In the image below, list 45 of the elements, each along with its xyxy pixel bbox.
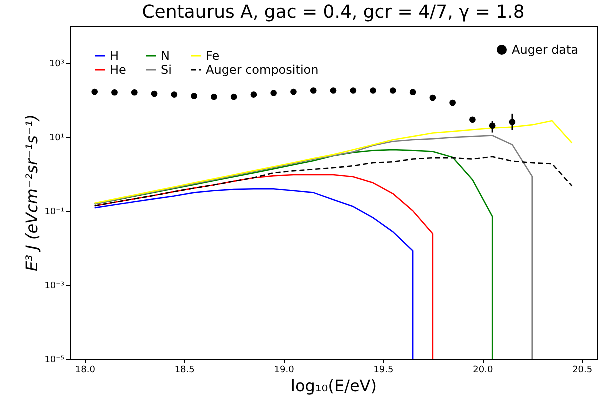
y-tick-label: 10⁻⁵ [44, 356, 65, 366]
x-tick-label: 20.5 [572, 366, 593, 376]
legend-label: Fe [206, 49, 220, 63]
point [430, 94, 436, 102]
y-tick-label: 10⁻³ [44, 282, 65, 292]
legend-label: Si [161, 63, 172, 77]
point [509, 119, 516, 126]
point [390, 88, 396, 94]
point [151, 90, 158, 98]
legend-label: He [110, 63, 126, 77]
point [270, 90, 277, 96]
y-tick-label: 10¹ [49, 134, 65, 144]
x-tick-label: 18.5 [174, 366, 195, 376]
line-series [94, 156, 573, 207]
point [410, 89, 416, 96]
y-tick-label: 10³ [49, 60, 65, 70]
x-tick-label: 19.5 [374, 366, 394, 376]
point [230, 94, 238, 100]
point [191, 93, 198, 100]
point [250, 92, 258, 98]
point [171, 92, 178, 98]
point [330, 88, 337, 94]
point [450, 100, 456, 106]
y-axis-title: E³ J (eVcm⁻²sr⁻¹s⁻¹) [22, 114, 42, 272]
point [131, 89, 138, 96]
point [92, 88, 98, 96]
point [112, 89, 118, 96]
legend-label: H [110, 49, 120, 63]
x-tick-label: 19.0 [274, 366, 295, 376]
chart-title: Centaurus A, gac = 0.4, gcr = 4/7, γ = 1.8 [142, 2, 525, 23]
x-tick-label: 18.0 [75, 366, 96, 376]
point [470, 116, 476, 124]
legend-label: Auger composition [206, 63, 319, 77]
x-axis-title: log₁₀(E/eV) [291, 376, 377, 396]
x-tick-label: 20.0 [473, 366, 494, 376]
line-series [94, 120, 573, 204]
point [290, 88, 297, 96]
legend-label: N [161, 49, 170, 63]
legend-label: Auger data [512, 43, 579, 57]
point [370, 88, 376, 94]
y-tick-label: 10⁻¹ [44, 208, 65, 218]
point [489, 122, 496, 130]
point [310, 88, 317, 94]
point [350, 88, 357, 94]
point [211, 94, 218, 100]
